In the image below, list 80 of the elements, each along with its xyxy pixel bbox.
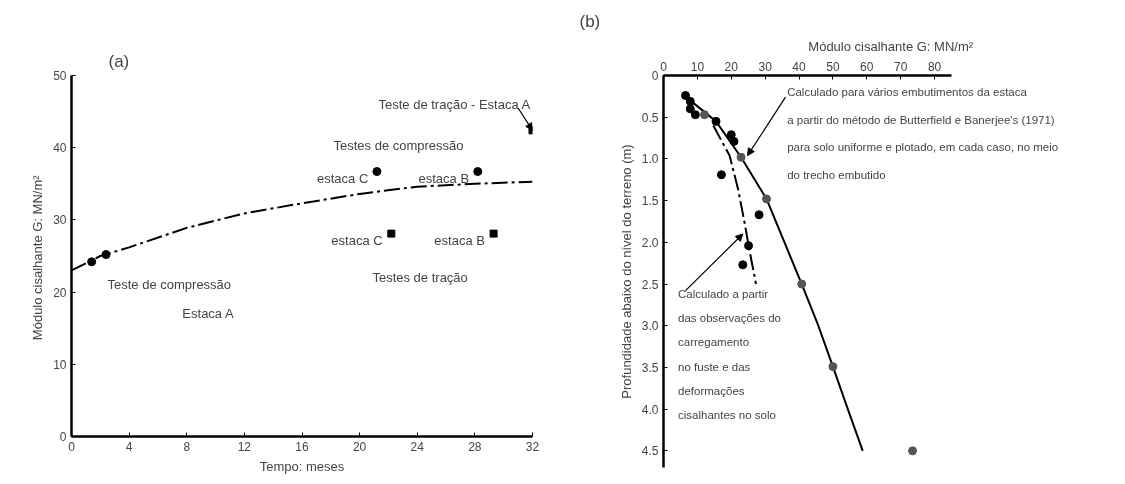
y-tick-label: 2.5 [641,277,659,292]
annotation: Teste de compressão [107,277,232,293]
x-axis-title: Módulo cisalhante G: MN/m² [808,38,974,54]
point [372,167,382,177]
x-tick-label: 80 [927,59,942,74]
x-tick-label: 20 [352,439,367,454]
point [700,110,709,120]
point [685,96,695,106]
y-tick-label: 4.0 [641,402,659,417]
annotation: Teste de tração - Estaca A [378,96,531,112]
annotation: Estaca A [182,306,234,322]
annotation: estaca C [331,232,383,248]
x-tick-label: 16 [295,439,309,454]
point [754,210,764,220]
point [762,194,771,204]
point [908,446,918,456]
y-axis-title: Módulo cisalhante G: MN/m² [30,174,46,341]
x-tick-label: 8 [183,439,191,454]
annotation: para solo uniforme e plotado, em cada caso, no meio [787,141,1059,154]
annotation: Testes de compressão [333,138,464,154]
annotation: carregamento [678,336,750,349]
annotation: no fuste e das [678,360,751,373]
annotation: cisalhantes no solo [678,408,776,421]
point [738,260,748,270]
point [744,241,754,251]
y-tick-label: 0 [651,69,659,83]
y-tick-label: 50 [53,69,67,83]
point [690,110,700,120]
x-tick-label: 4 [125,439,133,454]
x-tick-label: 70 [894,59,908,74]
annotation: estaca B [434,232,485,248]
x-tick-label: 32 [525,439,540,454]
point [387,229,396,238]
point [797,279,807,289]
point [729,136,739,146]
point [685,104,695,114]
chart-title: (a) [108,51,130,71]
point [716,170,726,180]
x-tick-label: 50 [826,59,840,74]
y-tick-label: 10 [53,357,67,372]
x-tick-label: 40 [792,59,807,74]
point [681,91,691,101]
y-axis-title: Profundidade abaixo do nível do terreno (m) [618,144,634,399]
point [101,250,111,260]
y-tick-label: 1.5 [641,194,659,209]
x-tick-label: 60 [860,59,874,74]
annotation: estaca C [316,170,369,186]
point [726,130,736,140]
annotation: a partir do método de Butterfield e Banerjee's (1971) [787,113,1055,126]
y-tick-label: 2.0 [641,235,659,250]
chart-title: (b) [579,11,601,31]
annotation: do trecho embutido [787,168,886,181]
annotation: das observações do [678,312,782,325]
x-tick-label: 20 [724,59,739,74]
y-tick-label: 30 [53,213,67,228]
point [473,167,483,177]
x-tick-label: 28 [468,439,482,454]
x-tick-label: 12 [237,439,252,454]
annotation: Testes de tração [372,270,468,286]
y-tick-label: 40 [53,141,67,156]
annotation: Calculado a partir [678,288,769,301]
y-tick-label: 3.5 [641,360,659,375]
x-tick-label: 10 [690,59,705,74]
point [711,116,721,126]
y-tick-label: 0.5 [641,110,659,125]
x-tick-label: 24 [410,439,425,454]
point [736,152,746,162]
y-tick-label: 1.0 [641,152,659,167]
x-axis-title: Tempo: meses [259,458,345,474]
y-tick-label: 0 [59,430,67,444]
y-tick-label: 20 [53,285,67,300]
y-tick-label: 3.0 [641,319,659,334]
point [489,229,498,238]
annotation: estaca B [418,170,470,186]
annotation: Calculado para vários embutimentos da estaca [787,86,1028,99]
y-tick-label: 4.5 [641,444,659,459]
x-tick-label: 30 [758,59,773,74]
point [828,362,838,372]
annotation: deformações [678,384,745,397]
point [87,257,97,267]
